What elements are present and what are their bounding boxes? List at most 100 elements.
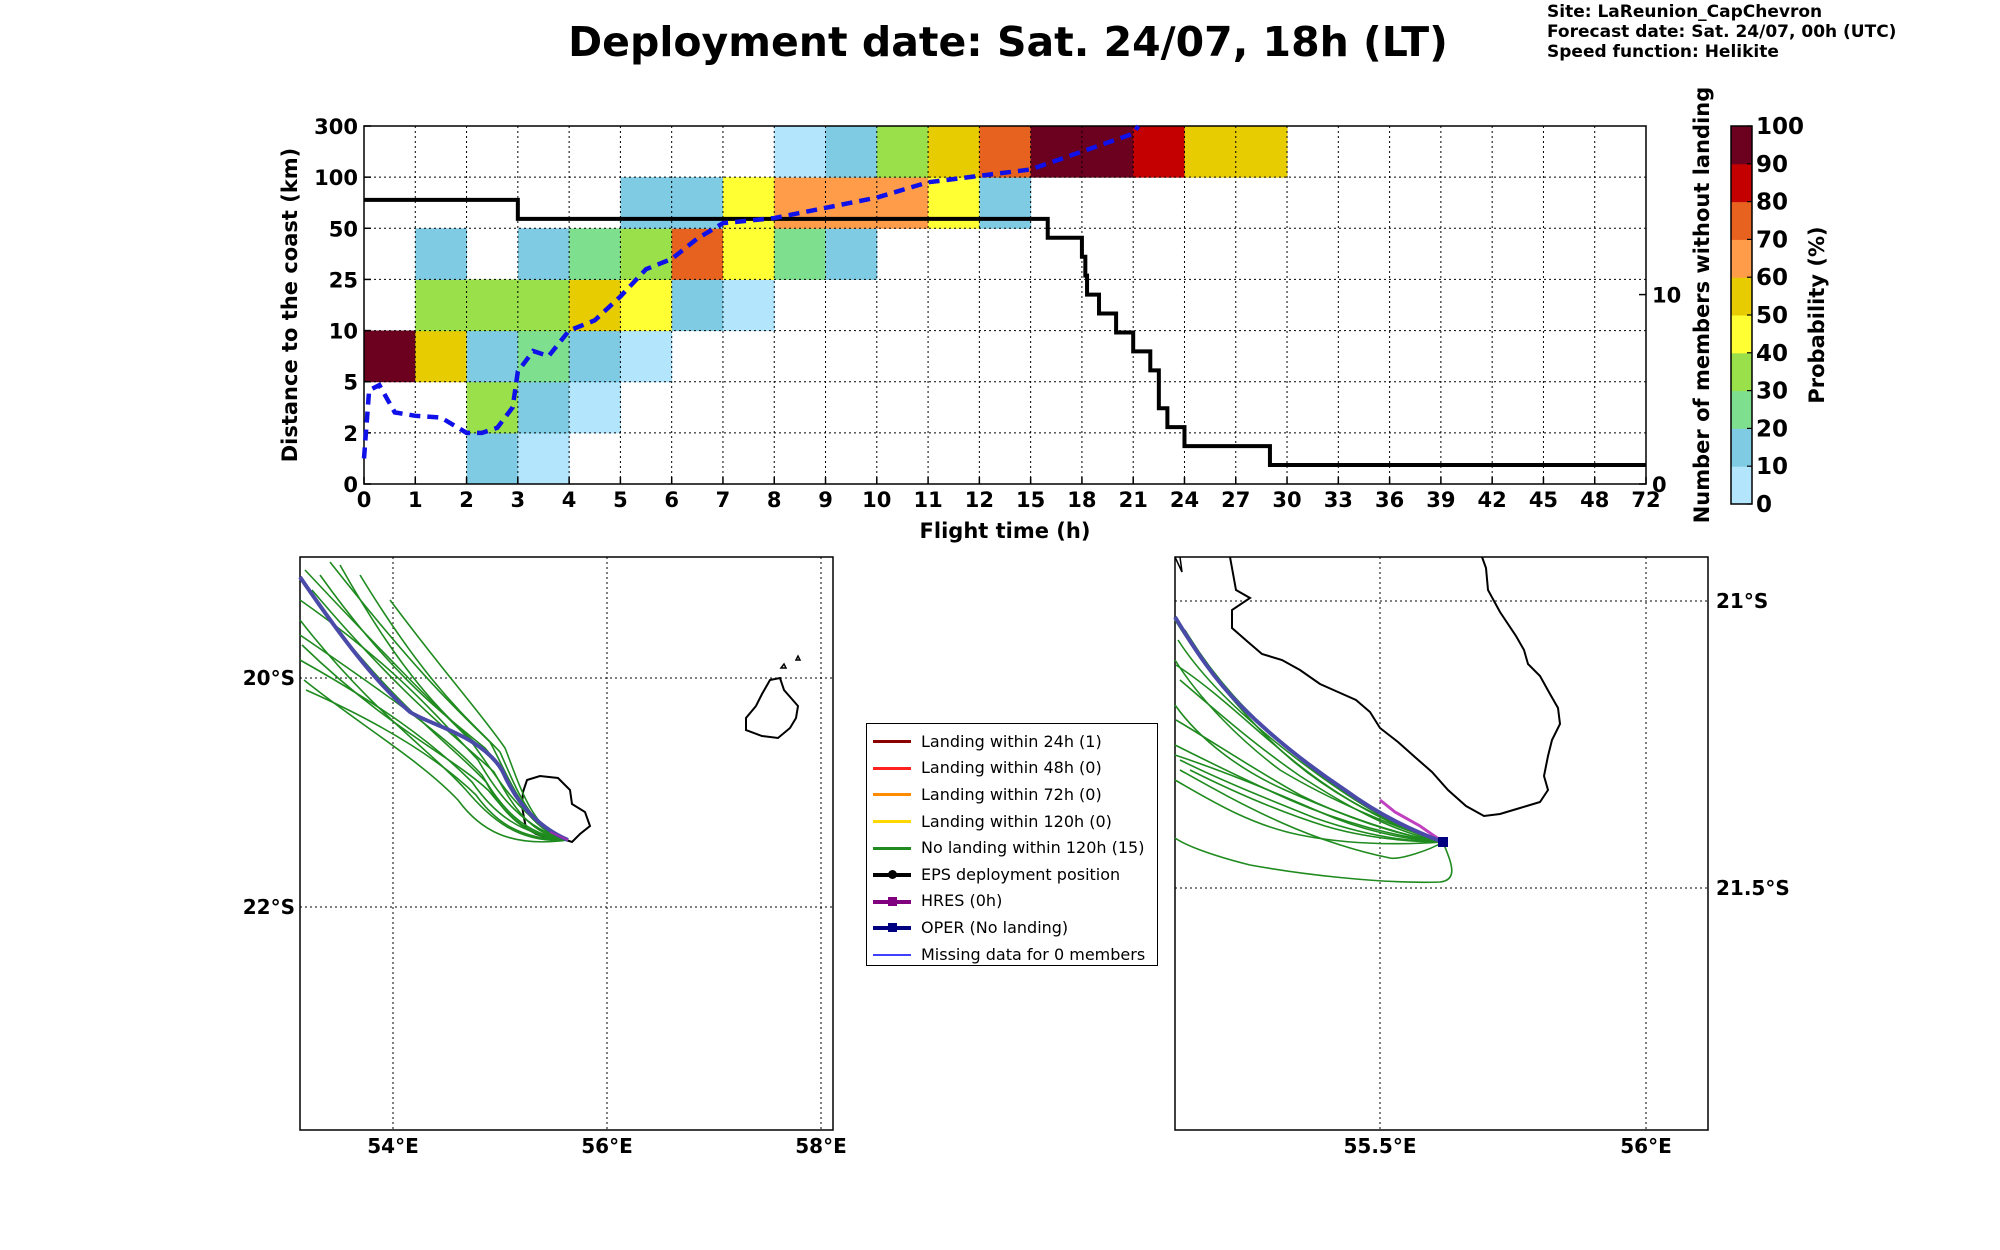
colorbar-tick-label: 30: [1756, 379, 1788, 405]
legend-item-landing-72h: Landing within 72h (0): [873, 781, 1157, 808]
x-tick-label: 12: [965, 488, 994, 512]
heatmap-frame: [363, 125, 1647, 485]
y-tick-label: 25: [329, 268, 358, 292]
heatmap-cell: [466, 432, 519, 485]
legend-swatch: [873, 920, 911, 934]
heatmap-cell: [466, 279, 519, 332]
heatmap-cell: [774, 126, 827, 178]
heatmap-cell: [774, 228, 827, 280]
heatmap-cell: [364, 330, 416, 383]
legend-label: OPER (No landing): [921, 917, 1069, 937]
legend-item-landing-48h: Landing within 48h (0): [873, 755, 1157, 782]
rodrigues-islet: [779, 654, 802, 669]
colorbar-tick-label: 0: [1756, 492, 1772, 518]
lon-label-58e: 58°E: [795, 1134, 847, 1158]
lon-label-56e-right: 56°E: [1620, 1134, 1672, 1158]
colorbar-segment: [1731, 352, 1752, 392]
mauritius-coastline: [745, 676, 800, 740]
x-tick-label: 18: [1067, 488, 1096, 512]
legend-swatch: [873, 787, 911, 801]
heatmap-cell: [517, 381, 570, 434]
y2-axis-label: Number of members without landing: [1690, 87, 1714, 524]
heatmap-cell: [876, 126, 929, 178]
x-tick-label: 1: [408, 488, 423, 512]
lat-label-22s: 22°S: [243, 895, 295, 919]
legend-swatch: [873, 841, 911, 855]
heatmap-cell: [825, 126, 878, 178]
lat-label-21-5s: 21.5°S: [1716, 876, 1790, 900]
coast-fragment: [1174, 556, 1183, 573]
regional-trajectory-map: 54°E 56°E 58°E 20°S 22°S: [243, 556, 847, 1158]
x-tick-label: 30: [1272, 488, 1301, 512]
x-tick-label: 27: [1221, 488, 1250, 512]
map-frame-left: [299, 556, 834, 1131]
oper-trajectory-left: [298, 575, 569, 842]
colorbar-tick-label: 60: [1756, 265, 1788, 291]
x-tick-label: 45: [1529, 488, 1558, 512]
reunion-coastline: [520, 774, 592, 844]
x-tick-label: 48: [1580, 488, 1609, 512]
y-tick-label: 300: [314, 115, 358, 139]
colorbar-segment: [1731, 277, 1752, 316]
heatmap-cell: [671, 279, 724, 332]
heatmap-cell: [671, 177, 724, 229]
legend-label: Landing within 24h (1): [921, 731, 1102, 751]
legend-item-landing-120h: Landing within 120h (0): [873, 808, 1157, 835]
lat-label-21s: 21°S: [1716, 589, 1768, 613]
colorbar-segment: [1731, 201, 1752, 240]
heatmap-cell: [722, 279, 775, 332]
hres-trajectory-right: [1379, 798, 1444, 844]
heatmap-cell: [415, 330, 468, 383]
speed-function-label: Speed function: Helikite: [1547, 42, 1779, 62]
heatmap-cell: [517, 432, 570, 485]
legend-item-no-landing: No landing within 120h (15): [873, 834, 1157, 861]
x-tick-label: 15: [1016, 488, 1045, 512]
legend-swatch: [873, 734, 911, 748]
heatmap-cell: [466, 330, 519, 383]
members-without-landing-line: [364, 197, 1646, 468]
site-label: Site: LaReunion_CapChevron: [1547, 2, 1823, 22]
y2-tick-label: 0: [1652, 473, 1667, 497]
metadata-block: Site: LaReunion_CapChevron Forecast date…: [1547, 2, 1896, 62]
legend-swatch: [873, 761, 911, 775]
colorbar-segment: [1731, 126, 1752, 165]
legend-item-missing-data: Missing data for 0 members: [873, 941, 1157, 968]
legend-swatch: [873, 814, 911, 828]
colorbar-tick-label: 70: [1756, 227, 1788, 253]
colorbar: 0 10 20 30 40 50 60 70 80 90 100 Probability (%): [1730, 114, 1829, 518]
x-tick-label: 72: [1631, 488, 1660, 512]
heatmap-cell: [928, 177, 980, 229]
colorbar-segment: [1731, 239, 1752, 278]
colorbar-tick-label: 40: [1756, 341, 1788, 367]
x-tick-label: 9: [818, 488, 833, 512]
x-tick-label: 42: [1478, 488, 1507, 512]
legend-label: No landing within 120h (15): [921, 838, 1145, 858]
colorbar-tick-label: 80: [1756, 190, 1788, 216]
heatmap-cell: [825, 228, 878, 280]
legend-swatch: [873, 894, 911, 908]
colorbar-tick-label: 50: [1756, 303, 1788, 329]
heatmap-cell: [517, 279, 570, 332]
legend-item-eps-position: EPS deployment position: [873, 861, 1157, 888]
y2-tick-label: 10: [1652, 284, 1681, 308]
oper-trajectory-right: [1173, 615, 1444, 844]
heatmap-cell: [620, 279, 673, 332]
heatmap-cell: [620, 330, 673, 383]
x-tick-label: 10: [862, 488, 891, 512]
x-axis-label: Flight time (h): [920, 519, 1091, 543]
forecast-date-label: Forecast date: Sat. 24/07, 00h (UTC): [1547, 22, 1897, 42]
heatmap-cell: [1235, 126, 1288, 178]
heatmap-cell: [517, 228, 570, 280]
y-tick-label: 2: [343, 422, 358, 446]
lon-label-55-5e: 55.5°E: [1343, 1134, 1416, 1158]
colorbar-tick-label: 100: [1756, 114, 1804, 140]
lon-label-56e: 56°E: [581, 1134, 633, 1158]
lon-label-54e: 54°E: [367, 1134, 419, 1158]
heatmap-cell: [415, 279, 468, 332]
x-tick-label: 39: [1426, 488, 1455, 512]
x-tick-label: 21: [1119, 488, 1148, 512]
x-tick-label: 33: [1324, 488, 1353, 512]
heatmap-cell: [1133, 126, 1185, 178]
x-tick-label: 4: [562, 488, 577, 512]
y-tick-label: 0: [343, 473, 358, 497]
